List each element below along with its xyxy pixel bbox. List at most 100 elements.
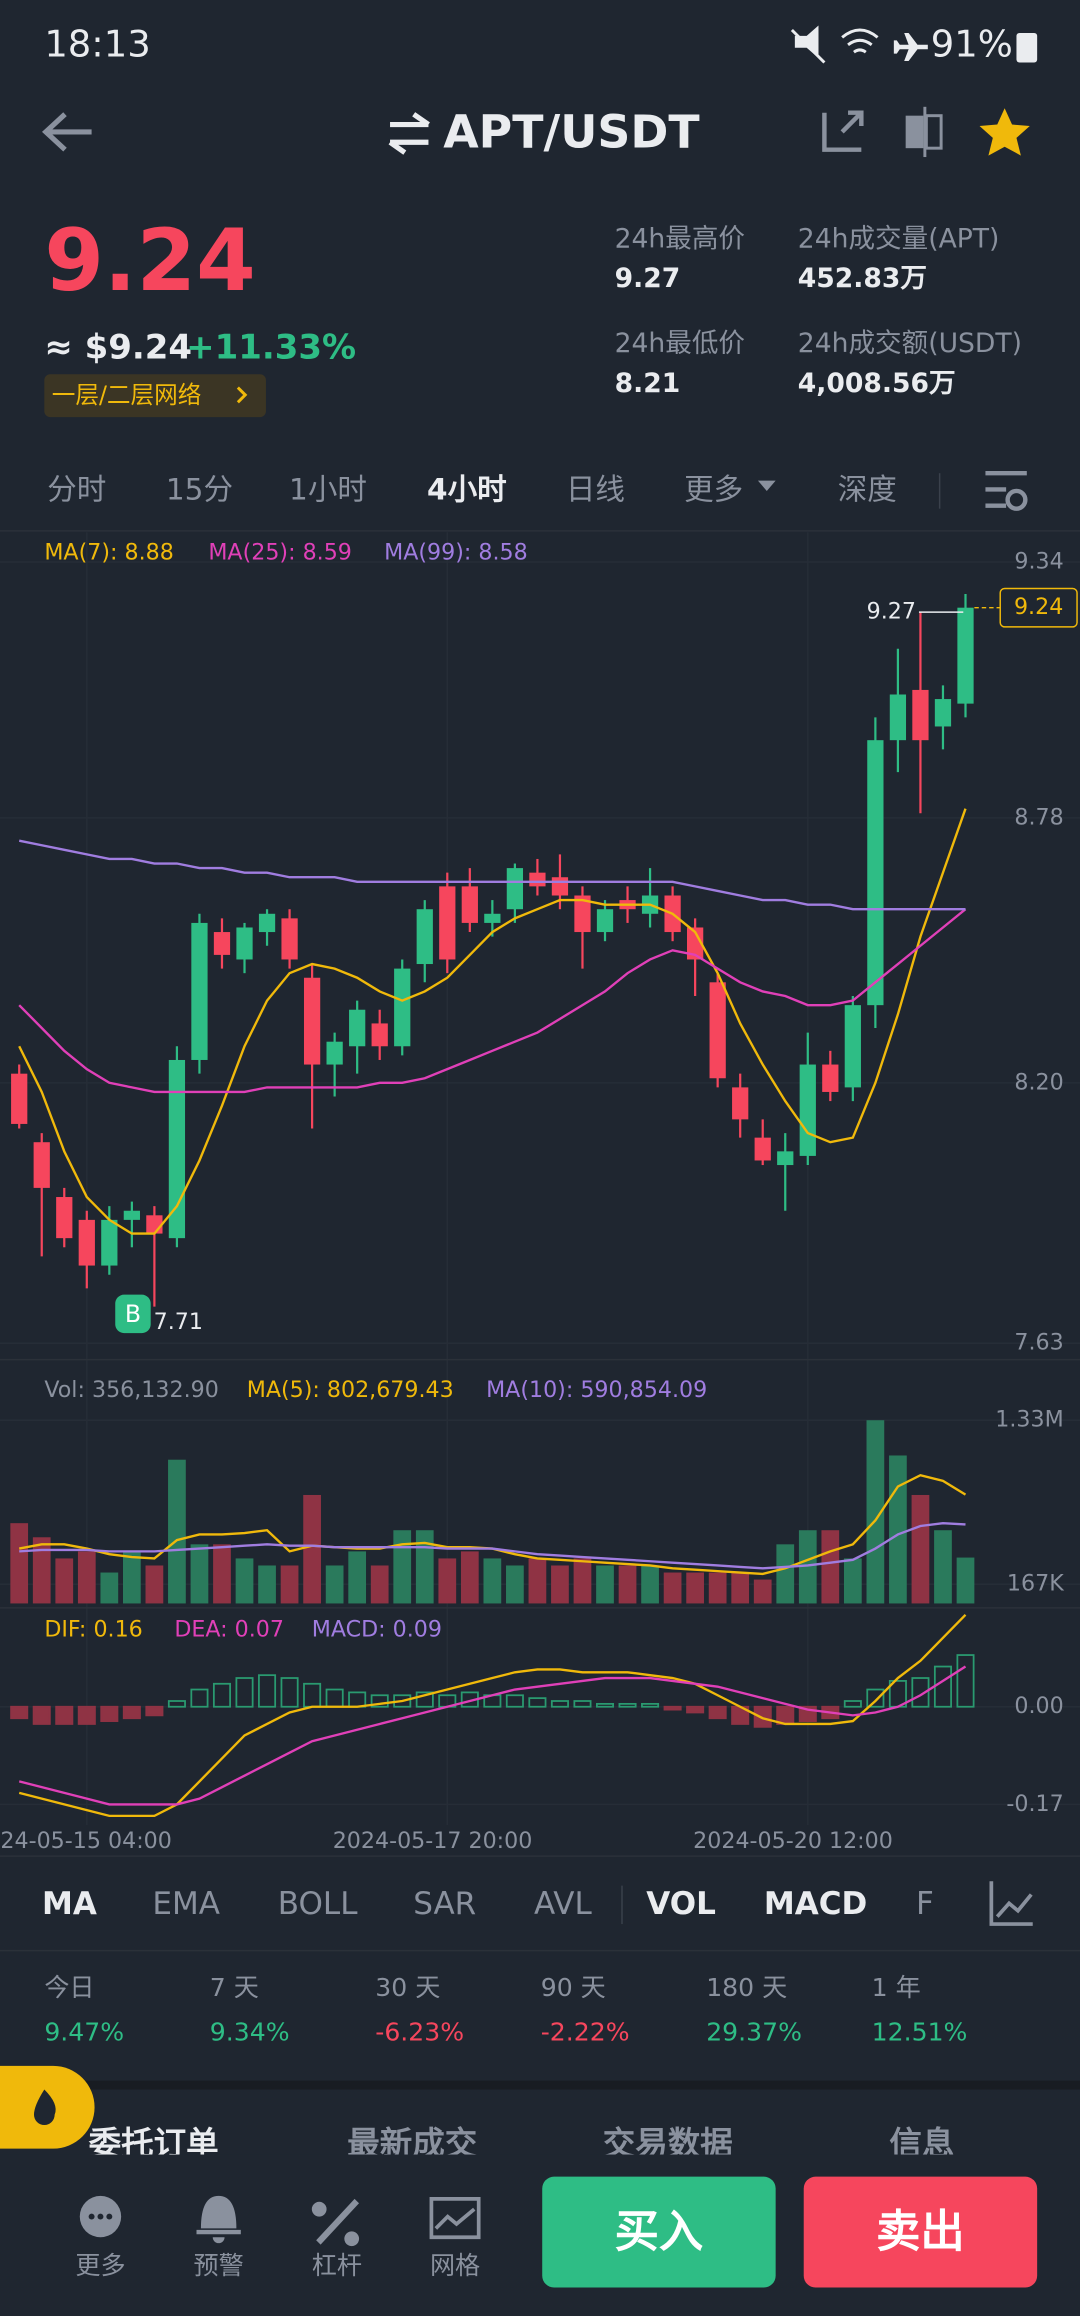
interval-tabs: 分时 15分 1小时 4小时 日线 更多 深度 — [47, 472, 896, 506]
macd-bar — [550, 1700, 569, 1708]
nav-label[interactable]: 网格 — [430, 2251, 480, 2280]
battery-level: 91% — [931, 23, 1013, 66]
back-button[interactable] — [41, 112, 92, 152]
buy-button[interactable] — [542, 2176, 776, 2288]
performance: 今日 9.47% 7 天 9.34% 30 天 -6.23% 90 天 -2.22% 180 天… — [44, 1973, 967, 2046]
candle-body — [799, 1064, 816, 1156]
volume-bar — [348, 1551, 367, 1604]
indicator-tab[interactable]: SAR — [413, 1886, 476, 1922]
indicator-line — [18, 908, 967, 1094]
swap-icon[interactable] — [388, 112, 430, 155]
legend-entry: DEA: 0.07 — [174, 1617, 284, 1643]
nav-icons — [79, 2195, 481, 2247]
macd-bar — [280, 1677, 299, 1708]
share-icon[interactable] — [822, 110, 864, 152]
nav-label[interactable]: 更多 — [75, 2251, 125, 2280]
sell-label: 卖出 — [876, 2206, 965, 2257]
candle-body — [416, 909, 433, 965]
indicator-line — [18, 1665, 967, 1806]
candle-body — [732, 1087, 749, 1120]
performance-value: -2.22% — [541, 2017, 630, 2046]
buy-marker[interactable]: B — [115, 1294, 151, 1334]
macd-bar — [190, 1688, 209, 1708]
volume-bar — [573, 1558, 592, 1604]
candle-body — [56, 1197, 73, 1239]
candle-body — [439, 886, 456, 960]
stat-value: 4,008.56万 — [798, 368, 956, 399]
x-tick-label: 2024-05-17 20:00 — [333, 1828, 533, 1854]
high-label: 9.27 — [867, 599, 916, 625]
y-tick-label: 0.00 — [1014, 1693, 1063, 1719]
macd-bar — [753, 1705, 772, 1728]
nav-label[interactable]: 预警 — [194, 2251, 244, 2280]
indicator-tab[interactable]: MACD — [764, 1886, 867, 1922]
interval-tab[interactable]: 更多 — [684, 472, 743, 506]
candle-body — [326, 1041, 343, 1065]
macd-bar — [505, 1694, 524, 1708]
macd-bar — [415, 1691, 434, 1708]
interval-tab[interactable]: 日线 — [566, 472, 625, 506]
volume-bar — [280, 1565, 299, 1604]
candle-body — [349, 1009, 366, 1047]
indicator-tab[interactable]: MA — [42, 1886, 97, 1922]
clock: 18:13 — [44, 23, 150, 66]
sell-button[interactable] — [803, 2176, 1038, 2288]
network-badge[interactable] — [44, 374, 266, 418]
chart-type-icon[interactable] — [989, 1881, 1033, 1926]
candle-body — [11, 1073, 28, 1124]
volume-bar — [641, 1565, 659, 1604]
compare-icon[interactable] — [905, 106, 943, 158]
nav-label[interactable]: 杠杆 — [312, 2251, 362, 2280]
candle-body — [934, 699, 952, 727]
volume-bar — [866, 1420, 885, 1604]
candle-body — [191, 922, 208, 1060]
volume-bar — [911, 1494, 930, 1604]
volume-bar — [258, 1565, 276, 1604]
volume-bar — [776, 1544, 795, 1604]
legend-entry: MA(5): 802,679.43 — [247, 1377, 454, 1403]
separator — [0, 2080, 1080, 2090]
candle-body — [281, 918, 298, 960]
interval-tab[interactable]: 15分 — [166, 472, 233, 506]
macd-bar — [573, 1700, 592, 1708]
stat-label: 24h成交量(APT) — [798, 223, 1000, 254]
candle-body — [394, 968, 411, 1047]
stat-label: 24h成交额(USDT) — [798, 328, 1022, 359]
indicator-tab[interactable]: BOLL — [278, 1886, 358, 1922]
fire-button[interactable] — [0, 2065, 95, 2149]
macd-bar — [528, 1697, 547, 1708]
macd-bar — [212, 1682, 231, 1708]
performance-label: 180 天 — [706, 1973, 787, 2002]
indicator-tab[interactable]: VOL — [646, 1886, 716, 1922]
interval-tab[interactable]: 4小时 — [427, 472, 507, 506]
favorite-star[interactable] — [979, 108, 1030, 156]
indicator-tab[interactable]: AVL — [534, 1886, 592, 1922]
volume-bar — [145, 1565, 164, 1604]
interval-tab[interactable]: 分时 — [47, 472, 106, 506]
macd-bar — [122, 1705, 141, 1720]
macd-bar — [100, 1705, 119, 1722]
stat-value: 8.21 — [615, 368, 681, 399]
candle-body — [551, 877, 569, 896]
candle-body — [687, 927, 704, 960]
performance-value: -6.23% — [375, 2017, 464, 2046]
candle-body — [822, 1064, 839, 1092]
interval-tab[interactable]: 深度 — [838, 472, 897, 506]
dropdown-arrow — [757, 480, 776, 491]
candle-body — [506, 868, 524, 910]
volume-bar — [415, 1530, 434, 1604]
legend-entry: MA(10): 590,854.09 — [486, 1377, 707, 1403]
macd-bar — [843, 1700, 862, 1708]
volume-bar — [731, 1572, 750, 1604]
volume-bar — [889, 1455, 907, 1604]
indicator-tab[interactable]: F — [916, 1886, 934, 1922]
volume-bar — [168, 1459, 186, 1604]
candle-body — [101, 1219, 118, 1266]
candle-body — [371, 1023, 388, 1047]
interval-tab[interactable]: 1小时 — [289, 472, 367, 506]
legend-entry: DIF: 0.16 — [44, 1617, 142, 1643]
chart-settings-icon[interactable] — [985, 470, 1028, 511]
indicator-tab[interactable]: EMA — [152, 1886, 220, 1922]
volume-bar — [596, 1565, 614, 1604]
volume-bar — [821, 1530, 840, 1604]
